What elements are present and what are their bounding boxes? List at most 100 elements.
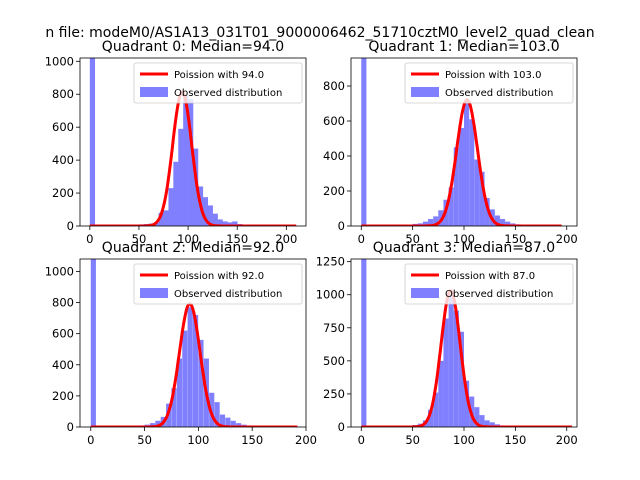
histogram-bar (198, 339, 204, 427)
y-tick-label: 0 (338, 219, 345, 233)
x-tick-label: 100 (453, 232, 475, 246)
histogram-bar (232, 221, 238, 226)
legend-label-observed: Observed distribution (174, 88, 282, 99)
x-tick-label: 200 (295, 433, 317, 447)
histogram-bar (479, 171, 485, 226)
histogram-bar (90, 259, 96, 427)
histogram-bar (149, 423, 156, 427)
histogram-bar (163, 210, 169, 226)
poisson-curve (360, 98, 563, 226)
histogram-bar (182, 330, 188, 427)
histogram-bar (505, 221, 511, 226)
histogram-bar (89, 58, 96, 226)
y-tick-label: 1000 (45, 54, 74, 68)
histogram-bar (433, 216, 439, 226)
histogram-bar (155, 420, 161, 427)
y-tick-label: 1000 (316, 288, 345, 302)
histogram-bar (187, 307, 193, 427)
histogram-bar (474, 159, 480, 226)
y-tick-label: 800 (52, 87, 74, 101)
histogram-bar (202, 197, 209, 226)
histogram-bar (422, 221, 429, 226)
histogram-bar (217, 219, 223, 226)
legend-patch-swatch (411, 87, 439, 97)
legend-patch-swatch (411, 288, 439, 298)
y-tick-label: 0 (338, 420, 345, 434)
x-tick-label: 200 (556, 232, 578, 246)
histogram-bar (225, 417, 231, 427)
x-tick-label: 0 (86, 232, 93, 246)
histogram-bar (227, 222, 233, 226)
y-tick-label: 750 (323, 321, 345, 335)
histogram-bar (212, 213, 218, 226)
histogram-bar (158, 212, 164, 226)
quadrant-panel-2: 0 50 100 150 200 0 200 400 600 800 1000 Quadrant 2:… (45, 240, 317, 447)
histogram-bar (173, 161, 179, 226)
legend-patch-swatch (140, 87, 168, 97)
panel-title: Quadrant 3: Median=87.0 (373, 240, 555, 256)
x-tick-label: 200 (556, 433, 578, 447)
x-tick-label: 100 (453, 433, 475, 447)
histogram-bar (168, 188, 174, 226)
histogram-bar (193, 315, 199, 427)
y-tick-label: 1250 (316, 255, 345, 269)
x-tick-label: 150 (504, 433, 526, 447)
histogram-bar (193, 148, 199, 226)
y-tick-label: 0 (67, 219, 74, 233)
panel-title: Quadrant 1: Median=103.0 (368, 39, 559, 55)
legend: Poission with 103.0 Observed distribution (404, 62, 574, 104)
histogram-bar (178, 128, 184, 226)
histogram-bar (448, 294, 454, 427)
x-tick-label: 150 (504, 232, 526, 246)
legend-patch-swatch (140, 288, 168, 298)
axes-frame (79, 57, 307, 227)
histogram-bar (176, 358, 183, 427)
histogram-bar (464, 380, 470, 427)
x-tick-label: 150 (226, 232, 248, 246)
quadrant-panel-1: 0 50 100 150 200 0 200 400 600 800 Quadrant 1: Med… (323, 39, 578, 246)
histogram-bar (433, 392, 439, 427)
poisson-curve (90, 302, 298, 427)
histogram-bar (361, 58, 367, 226)
histogram-bar (219, 414, 226, 427)
x-tick-label: 0 (358, 232, 365, 246)
legend-label-poisson: Poission with 94.0 (174, 70, 264, 81)
histogram-bar (448, 187, 454, 226)
y-tick-label: 800 (52, 296, 74, 310)
histogram-bar (428, 409, 434, 427)
y-tick-label: 200 (52, 389, 74, 403)
y-tick-label: 250 (323, 387, 345, 401)
poisson-curve (89, 90, 297, 226)
legend-label-poisson: Poission with 92.0 (174, 271, 264, 282)
y-tick-label: 600 (52, 120, 74, 134)
quadrant-panel-0: 0 50 100 150 200 0 200 400 600 800 1000 Quadrant 0:… (45, 39, 307, 246)
histogram-bar (222, 221, 228, 226)
x-tick-label: 0 (87, 433, 94, 447)
histogram-bar (464, 103, 470, 226)
histogram-bar (489, 422, 495, 427)
histogram-bar (188, 99, 194, 226)
histogram-bar (443, 318, 449, 427)
x-tick-label: 50 (132, 232, 147, 246)
legend-label-poisson: Poission with 87.0 (445, 271, 535, 282)
histogram-bar (453, 310, 459, 427)
histogram-bar (438, 360, 444, 427)
legend: Poission with 92.0 Observed distribution (133, 263, 303, 305)
legend-label-observed: Observed distribution (445, 289, 553, 300)
histogram-bar (458, 128, 464, 226)
histogram-bar (484, 420, 490, 427)
y-tick-label: 400 (52, 153, 74, 167)
legend-box (133, 263, 303, 305)
histogram-bars (361, 259, 516, 427)
figure-suptitle: n file: modeM0/AS1A13_031T01_9000006462_… (45, 25, 594, 41)
y-tick-label: 400 (323, 149, 345, 163)
legend-box (404, 62, 574, 104)
y-tick-label: 600 (323, 114, 345, 128)
x-tick-label: 50 (405, 232, 420, 246)
histogram-bar (484, 198, 490, 226)
histogram-bar (428, 219, 434, 226)
legend-label-observed: Observed distribution (445, 88, 553, 99)
y-tick-label: 800 (323, 79, 345, 93)
